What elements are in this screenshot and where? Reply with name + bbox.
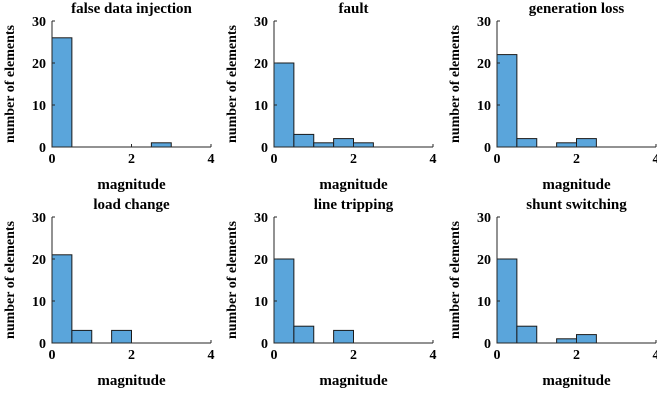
x-tick-label: 2 xyxy=(573,152,580,167)
y-tick-label: 20 xyxy=(477,253,491,268)
histogram-panel: 0 10 20 30 0 2 4 load change magnitude number of … xyxy=(3,197,215,389)
y-tick-label: 0 xyxy=(261,141,268,156)
y-axis-label: number of elements xyxy=(3,24,18,142)
histogram-bar xyxy=(293,325,315,344)
y-tick-label: 30 xyxy=(32,211,46,226)
y-tick-label: 10 xyxy=(32,295,46,310)
histogram-bar xyxy=(333,329,354,344)
chart-title: line tripping xyxy=(314,197,394,213)
x-tick-label: 0 xyxy=(271,152,278,167)
chart-title: load change xyxy=(93,197,170,213)
y-axis-label: number of elements xyxy=(225,220,240,338)
histogram-bar xyxy=(576,334,597,344)
y-tick-label: 0 xyxy=(261,337,268,352)
x-tick-label: 0 xyxy=(49,152,56,167)
y-tick-label: 0 xyxy=(484,337,491,352)
y-axis-label: number of elements xyxy=(225,24,240,142)
x-axis-label: magnitude xyxy=(542,177,611,193)
histogram-bar xyxy=(150,142,172,148)
chart-title: generation loss xyxy=(529,1,625,17)
y-tick-label: 30 xyxy=(254,15,268,30)
x-tick-label: 2 xyxy=(350,348,357,363)
histogram-bar xyxy=(51,254,73,344)
x-tick-label: 0 xyxy=(49,348,56,363)
y-tick-label: 20 xyxy=(32,57,46,72)
y-tick-label: 30 xyxy=(254,211,268,226)
histogram-bar xyxy=(576,138,597,148)
histogram-panel: 0 10 20 30 0 2 4 fault magnitude number of elemen… xyxy=(225,1,437,193)
x-tick-label: 4 xyxy=(653,348,657,363)
x-tick-label: 2 xyxy=(128,152,135,167)
y-tick-label: 10 xyxy=(32,99,46,114)
histogram-bar xyxy=(496,54,518,148)
histogram-bar xyxy=(333,138,354,148)
x-tick-label: 2 xyxy=(128,348,135,363)
x-tick-label: 4 xyxy=(430,348,437,363)
x-tick-label: 4 xyxy=(653,152,657,167)
x-axis-label: magnitude xyxy=(97,177,166,193)
histogram-bar xyxy=(51,37,73,148)
y-tick-label: 0 xyxy=(39,337,46,352)
y-tick-label: 20 xyxy=(254,253,268,268)
y-tick-label: 0 xyxy=(39,141,46,156)
histogram-bar xyxy=(353,142,374,148)
y-tick-label: 10 xyxy=(254,295,268,310)
y-tick-label: 20 xyxy=(32,253,46,268)
x-axis-label: magnitude xyxy=(319,177,388,193)
y-axis-label: number of elements xyxy=(448,220,463,338)
y-tick-label: 0 xyxy=(484,141,491,156)
y-tick-label: 20 xyxy=(254,57,268,72)
histogram-bar xyxy=(556,142,577,148)
x-axis-label: magnitude xyxy=(542,373,611,389)
histogram-panel: 0 10 20 30 0 2 4 shunt switching magnitude number… xyxy=(448,197,657,389)
x-tick-label: 0 xyxy=(494,348,501,363)
y-tick-label: 20 xyxy=(477,57,491,72)
y-tick-label: 30 xyxy=(477,211,491,226)
y-axis-label: number of elements xyxy=(448,24,463,142)
chart-title: shunt switching xyxy=(526,197,627,213)
y-tick-label: 30 xyxy=(477,15,491,30)
x-axis-label: magnitude xyxy=(97,373,166,389)
y-axis-label: number of elements xyxy=(3,220,18,338)
x-tick-label: 0 xyxy=(494,152,501,167)
x-tick-label: 4 xyxy=(208,348,215,363)
x-tick-label: 2 xyxy=(350,152,357,167)
histogram-bar xyxy=(516,325,538,344)
histogram-panel: 0 10 20 30 0 2 4 false data injection magnitude n… xyxy=(3,1,215,193)
y-tick-label: 10 xyxy=(254,99,268,114)
x-axis-label: magnitude xyxy=(319,373,388,389)
chart-title: false data injection xyxy=(71,1,192,17)
histogram-bar xyxy=(516,138,538,148)
histogram-bar xyxy=(293,133,315,148)
histogram-panel: 0 10 20 30 0 2 4 generation loss magnitude number… xyxy=(448,1,657,193)
x-tick-label: 4 xyxy=(208,152,215,167)
histogram-bar xyxy=(313,142,335,148)
histogram-bar xyxy=(556,338,577,344)
histogram-bar xyxy=(111,329,132,344)
chart-title: fault xyxy=(339,1,369,17)
y-tick-label: 30 xyxy=(32,15,46,30)
y-tick-label: 10 xyxy=(477,295,491,310)
histogram-bar xyxy=(71,329,93,344)
histogram-panel: 0 10 20 30 0 2 4 line tripping magnitude number o… xyxy=(225,197,437,389)
x-tick-label: 4 xyxy=(430,152,437,167)
x-tick-label: 2 xyxy=(573,348,580,363)
y-tick-label: 10 xyxy=(477,99,491,114)
x-tick-label: 0 xyxy=(271,348,278,363)
